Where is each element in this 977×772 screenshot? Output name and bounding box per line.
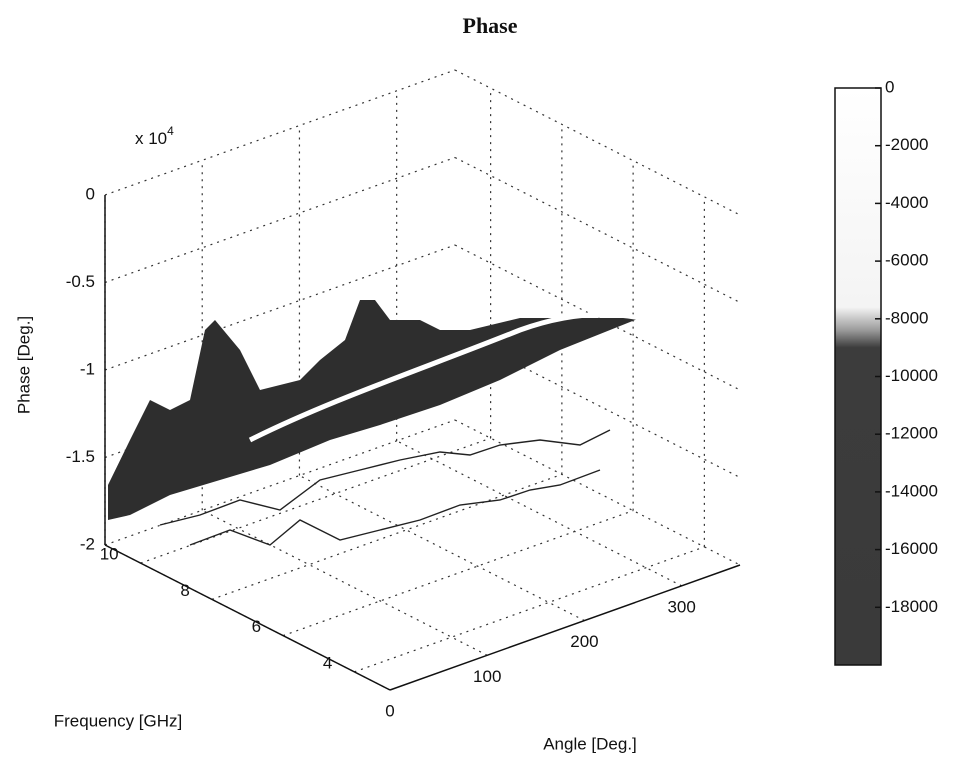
scale-base: x 10 xyxy=(135,129,167,148)
grid-line xyxy=(354,546,705,673)
colorbar-tick-label: -8000 xyxy=(885,308,928,327)
x-tick-label: 200 xyxy=(570,632,598,651)
colorbar-tick-label: -6000 xyxy=(885,251,928,270)
grid-line xyxy=(282,510,634,637)
y-tick-label: 4 xyxy=(323,653,332,672)
grid-line xyxy=(140,437,491,564)
grid-line xyxy=(201,509,488,656)
axis-line xyxy=(104,544,391,691)
grid-line xyxy=(104,419,456,546)
grid-line xyxy=(454,331,741,479)
grid-line xyxy=(104,156,456,284)
x-tick-label: 0 xyxy=(385,701,394,720)
grid-line xyxy=(454,244,741,391)
z-tick-label: -0.5 xyxy=(66,272,95,291)
grid-line xyxy=(454,69,741,216)
x-axis-label: Angle [Deg.] xyxy=(543,734,637,753)
colorbar-tick-label: -4000 xyxy=(885,193,928,212)
surface xyxy=(108,300,640,520)
z-tick-label: 0 xyxy=(86,184,95,203)
z-tick-label: -1.5 xyxy=(66,447,95,466)
y-tick-label: 8 xyxy=(180,581,189,600)
grid-line xyxy=(104,244,456,371)
colorbar-tick-label: -14000 xyxy=(885,481,938,500)
colorbar-axis: 0 -2000 -4000 -6000 -8000 -10000 -12000 -14000 -… xyxy=(875,77,938,616)
grid-line xyxy=(299,475,585,622)
grid-line xyxy=(104,69,456,196)
grid-line xyxy=(454,419,741,566)
z-tick-label: -1 xyxy=(80,359,95,378)
colorbar-tick-label: -2000 xyxy=(885,135,928,154)
surface-highlight xyxy=(248,311,641,443)
z-axis-label: Phase [Deg.] xyxy=(14,316,33,414)
x-tick-label: 300 xyxy=(667,597,695,616)
y-tick-label: 6 xyxy=(252,617,261,636)
x-tick-label: 100 xyxy=(473,667,501,686)
y-axis-label: Frequency [GHz] xyxy=(54,711,183,730)
z-tick-label: -2 xyxy=(80,534,95,553)
colorbar-tick-label: -18000 xyxy=(885,597,938,616)
grid-line xyxy=(396,440,682,587)
grid-line xyxy=(211,473,563,600)
colorbar-tick-label: -16000 xyxy=(885,539,938,558)
grid-line xyxy=(454,156,741,304)
colorbar-tick-label: -12000 xyxy=(885,424,938,443)
surface-floor-trace xyxy=(159,429,611,546)
colorbar xyxy=(834,87,882,666)
colorbar-tick-label: 0 xyxy=(885,77,894,96)
axis-line xyxy=(389,564,741,691)
colorbar-tick-label: -10000 xyxy=(885,366,938,385)
scale-exponent: 4 xyxy=(167,124,174,138)
z-scale-label: x 104 xyxy=(135,124,174,148)
chart-title: Phase xyxy=(463,13,518,38)
